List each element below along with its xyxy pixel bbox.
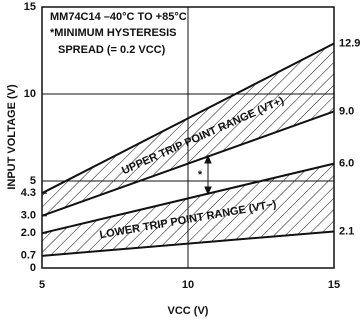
- y-tick-label: 15: [24, 1, 36, 13]
- y-tick-label: 4.3: [21, 187, 36, 199]
- y-tick-label: 10: [24, 88, 36, 100]
- line: [41, 162, 335, 235]
- annotation: *: [198, 169, 203, 181]
- line: [41, 110, 335, 217]
- x-tick-label: 15: [328, 279, 340, 291]
- double-arrow: [204, 154, 212, 196]
- x-tick-label: 10: [182, 279, 194, 291]
- line: [41, 42, 335, 195]
- value-label: 2.1: [339, 225, 354, 237]
- y-tick-label: 5: [30, 175, 36, 187]
- annotation: MM74C14 –40°C TO +85°C: [50, 11, 187, 23]
- value-label: 6.0: [339, 158, 354, 170]
- value-label: 9.0: [339, 105, 354, 117]
- annotation: *MINIMUM HYSTERESIS: [50, 27, 177, 39]
- x-tick-label: 5: [39, 279, 45, 291]
- value-label: 12.9: [339, 37, 360, 49]
- y-tick-label: 0: [30, 262, 36, 274]
- y-tick-label: 2.0: [21, 227, 36, 239]
- line: [41, 230, 335, 257]
- y-axis-label: INPUT VOLTAGE (V): [6, 84, 18, 190]
- y-tick-label: 3.0: [21, 210, 36, 222]
- y-tick-label: 0.7: [21, 250, 36, 262]
- x-axis-label: VCC (V): [168, 305, 209, 317]
- annotation: SPREAD (= 0.2 VCC): [58, 44, 166, 56]
